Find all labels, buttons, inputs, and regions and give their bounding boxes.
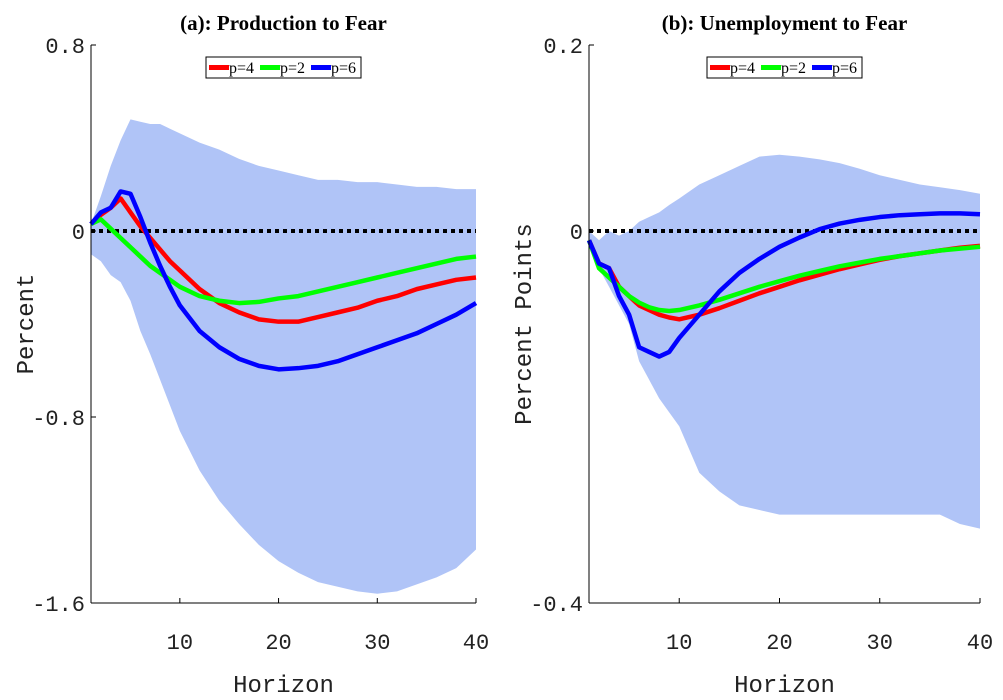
y-tick-label: 0 [570,221,583,246]
y-tick-label: -0.8 [32,407,85,432]
x-tick-label: 30 [364,631,390,656]
series-line [586,211,981,359]
x-tick-label: 10 [666,631,692,656]
y-tick-label: 0 [72,221,85,246]
confidence-band [589,154,980,529]
legend-label: p=2 [280,60,305,77]
legend-label: p=6 [331,60,356,77]
x-axis-label: Horizon [233,673,334,700]
x-axis-label: Horizon [734,673,835,700]
legend: p=4 p=2 p=6 [706,56,863,79]
chart-title: (a): Production to Fear [180,11,387,35]
y-tick-label: 0.8 [45,35,85,60]
legend-label: p=6 [832,60,857,77]
series-line [586,239,981,314]
y-tick-label: -1.6 [32,593,85,618]
x-tick-label: 20 [766,631,792,656]
x-tick-label: 10 [167,631,193,656]
y-axis-label: Percent Points [512,223,539,425]
confidence-band [91,119,476,594]
x-tick-label: 40 [463,631,489,656]
x-tick-label: 20 [265,631,291,656]
y-axis-label: Percent [14,274,41,375]
legend: p=4 p=2 p=6 [205,56,362,79]
legend-label: p=2 [781,60,806,77]
y-tick-label: 0.2 [543,35,583,60]
series-line [89,189,478,372]
series-line [89,196,477,324]
legend-box [706,56,863,79]
series-line [90,217,477,306]
legend-label: p=4 [730,60,755,77]
chart-title: (b): Unemployment to Fear [662,11,908,35]
y-tick-label: -0.4 [530,593,583,618]
legend-label: p=4 [229,60,254,77]
x-tick-label: 40 [967,631,993,656]
legend-box [205,56,362,79]
x-tick-label: 30 [867,631,893,656]
